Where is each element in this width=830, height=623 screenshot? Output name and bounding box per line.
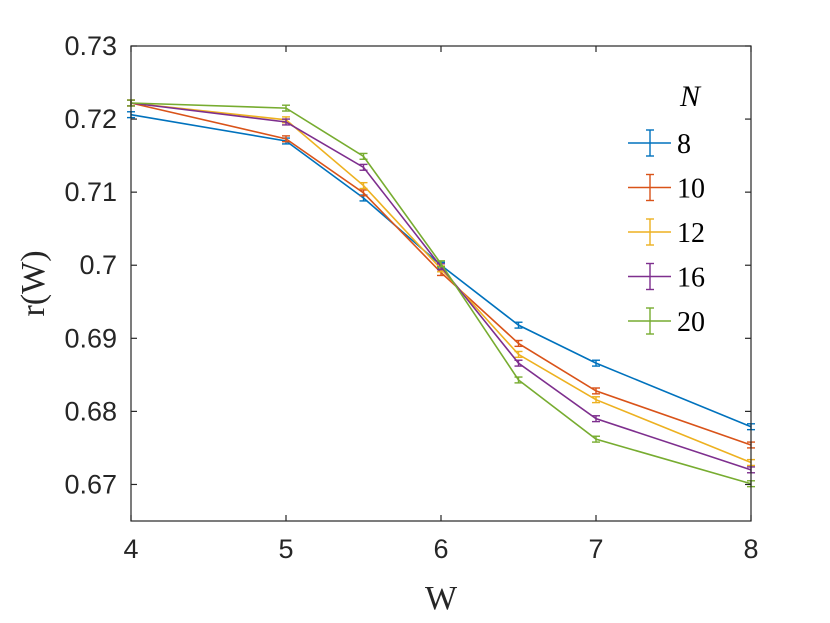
series-line xyxy=(130,102,752,471)
x-axis-label: W xyxy=(425,580,458,617)
error-bar xyxy=(592,387,600,395)
series-line xyxy=(130,102,752,464)
y-tick-label: 0.67 xyxy=(64,469,117,499)
legend-entry-16: 16 xyxy=(628,263,705,294)
legend-label: 10 xyxy=(677,174,705,205)
legend-entry-8: 8 xyxy=(628,129,691,160)
x-tick-label: 8 xyxy=(743,534,758,564)
legend-entry-20: 20 xyxy=(628,307,705,338)
error-bar xyxy=(359,152,368,160)
plot-lines xyxy=(127,99,755,488)
y-tick-label: 0.68 xyxy=(64,396,117,426)
tick-labels: 4 5 6 7 8 0.67 0.68 0.69 0.7 0.71 0.72 0.73 xyxy=(64,31,758,564)
y-tick-label: 0.71 xyxy=(64,177,117,207)
error-bar xyxy=(514,359,523,367)
x-tick-label: 7 xyxy=(588,534,603,564)
legend: N 8 10 12 16 20 xyxy=(628,80,705,338)
x-tick-label: 5 xyxy=(278,534,293,564)
legend-title: N xyxy=(679,80,702,113)
error-bar xyxy=(514,376,523,384)
x-tick-label: 4 xyxy=(123,534,138,564)
error-bar xyxy=(359,163,368,171)
error-bar xyxy=(592,435,600,443)
legend-label: 16 xyxy=(677,263,705,294)
legend-entry-10: 10 xyxy=(628,174,705,205)
error-bar xyxy=(359,189,368,197)
error-bar xyxy=(359,181,368,190)
legend-label: 8 xyxy=(677,129,691,160)
error-bar xyxy=(282,104,290,112)
y-tick-label: 0.69 xyxy=(64,323,117,353)
series-10 xyxy=(127,99,755,449)
error-bar xyxy=(514,321,523,329)
y-tick-label: 0.7 xyxy=(79,250,117,280)
x-tick-label: 6 xyxy=(433,534,448,564)
error-bar xyxy=(282,135,290,143)
legend-label: 12 xyxy=(677,218,705,249)
error-bar xyxy=(514,339,523,348)
plot-frame xyxy=(130,45,752,522)
series-line xyxy=(130,102,752,485)
error-bar xyxy=(514,350,523,359)
error-bar xyxy=(282,118,290,126)
series-12 xyxy=(127,99,755,467)
legend-label: 20 xyxy=(677,307,705,338)
error-bar xyxy=(592,359,600,367)
series-20 xyxy=(127,99,755,488)
error-bar xyxy=(437,260,445,268)
error-bar xyxy=(592,396,600,404)
y-tick-label: 0.73 xyxy=(64,31,117,61)
y-axis-label: r(W) xyxy=(15,250,52,316)
legend-entry-12: 12 xyxy=(628,218,705,249)
error-bar xyxy=(592,415,600,423)
y-tick-label: 0.72 xyxy=(64,104,117,134)
series-16 xyxy=(127,99,755,474)
axis-ticks xyxy=(130,45,752,521)
